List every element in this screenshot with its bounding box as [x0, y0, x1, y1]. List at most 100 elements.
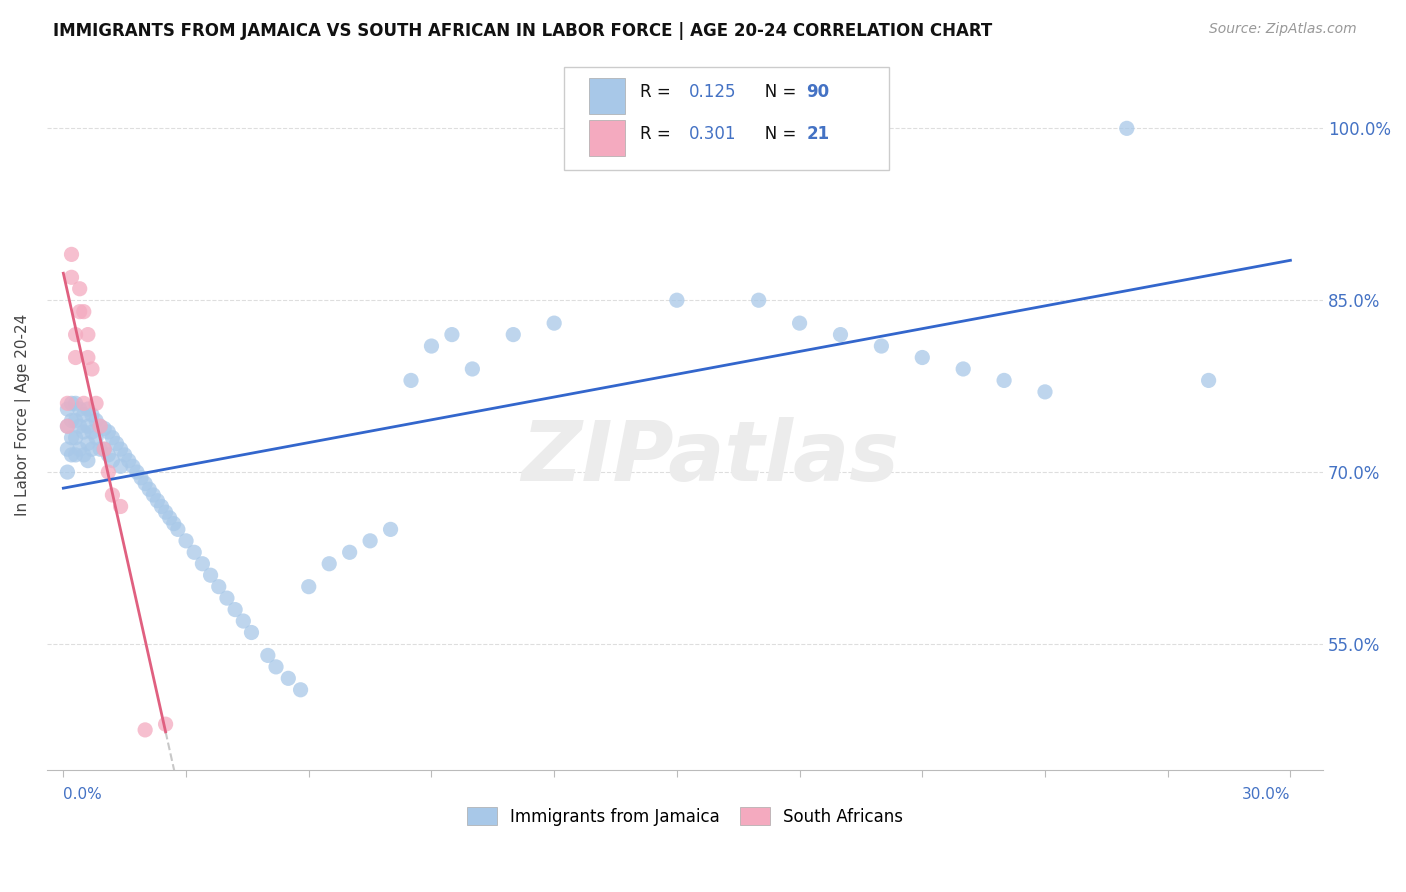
Point [1033, 384, 1056, 399]
Point [748, 293, 770, 308]
Point [911, 351, 934, 365]
Text: ZIPatlas: ZIPatlas [522, 417, 900, 498]
Bar [589, 120, 626, 155]
Point [183, 545, 205, 559]
Point [73, 408, 96, 422]
Legend: Immigrants from Jamaica, South Africans: Immigrants from Jamaica, South Africans [467, 807, 903, 826]
Point [870, 339, 893, 353]
Point [65, 396, 87, 410]
Y-axis label: In Labor Force | Age 20-24: In Labor Force | Age 20-24 [15, 314, 31, 516]
Point [89, 419, 111, 434]
Point [69, 304, 91, 318]
Point [789, 316, 811, 330]
Point [1198, 373, 1220, 387]
Text: N =: N = [749, 125, 801, 144]
Point [60, 448, 83, 462]
Point [191, 557, 214, 571]
Point [146, 493, 169, 508]
Point [65, 351, 87, 365]
Point [84, 396, 107, 410]
Point [60, 413, 83, 427]
Point [80, 362, 103, 376]
Text: R =: R = [640, 83, 676, 101]
Point [56, 442, 79, 457]
Point [257, 648, 280, 663]
Point [129, 471, 152, 485]
Point [60, 270, 83, 285]
Point [174, 533, 197, 548]
Point [56, 419, 79, 434]
Text: 0.0%: 0.0% [63, 787, 103, 802]
Point [73, 448, 96, 462]
Point [215, 591, 238, 606]
Point [56, 396, 79, 410]
Point [138, 483, 160, 497]
Point [110, 500, 132, 514]
Point [110, 442, 132, 457]
Point [56, 402, 79, 417]
Point [1115, 121, 1137, 136]
Point [76, 351, 98, 365]
Point [93, 421, 115, 435]
Text: 30.0%: 30.0% [1241, 787, 1291, 802]
Point [84, 431, 107, 445]
Point [76, 402, 98, 417]
Point [101, 488, 124, 502]
Point [163, 516, 186, 531]
Point [830, 327, 852, 342]
Point [420, 339, 443, 353]
Text: 90: 90 [806, 83, 830, 101]
Point [359, 533, 381, 548]
Point [200, 568, 222, 582]
Point [89, 442, 111, 457]
Point [543, 316, 565, 330]
Point [277, 671, 299, 685]
Point [122, 459, 145, 474]
Point [60, 431, 83, 445]
Point [65, 448, 87, 462]
Point [97, 425, 120, 439]
Point [76, 419, 98, 434]
Point [665, 293, 688, 308]
Point [65, 327, 87, 342]
Point [73, 396, 96, 410]
Text: 0.301: 0.301 [689, 125, 737, 144]
Point [65, 431, 87, 445]
Point [159, 511, 181, 525]
Point [380, 522, 402, 536]
Point [80, 408, 103, 422]
Point [264, 660, 287, 674]
Point [155, 717, 177, 731]
Point [114, 448, 136, 462]
Point [65, 413, 87, 427]
Point [125, 465, 148, 479]
Text: Source: ZipAtlas.com: Source: ZipAtlas.com [1209, 22, 1357, 37]
Point [461, 362, 484, 376]
Point [89, 419, 111, 434]
Point [73, 425, 96, 439]
Point [583, 121, 606, 136]
Point [502, 327, 524, 342]
Point [69, 419, 91, 434]
Point [101, 431, 124, 445]
Text: 0.125: 0.125 [689, 83, 737, 101]
Point [150, 500, 173, 514]
Point [440, 327, 463, 342]
Point [76, 436, 98, 450]
Point [624, 121, 647, 136]
Text: IMMIGRANTS FROM JAMAICA VS SOUTH AFRICAN IN LABOR FORCE | AGE 20-24 CORRELATION : IMMIGRANTS FROM JAMAICA VS SOUTH AFRICAN… [53, 22, 993, 40]
Point [84, 413, 107, 427]
Point [56, 465, 79, 479]
Point [290, 682, 312, 697]
Point [224, 602, 246, 616]
Point [142, 488, 165, 502]
Point [167, 522, 190, 536]
Point [339, 545, 361, 559]
Point [60, 247, 83, 261]
Point [232, 614, 254, 628]
Point [298, 580, 321, 594]
Point [707, 121, 730, 136]
Point [240, 625, 263, 640]
Point [93, 442, 115, 457]
Bar [589, 78, 626, 114]
